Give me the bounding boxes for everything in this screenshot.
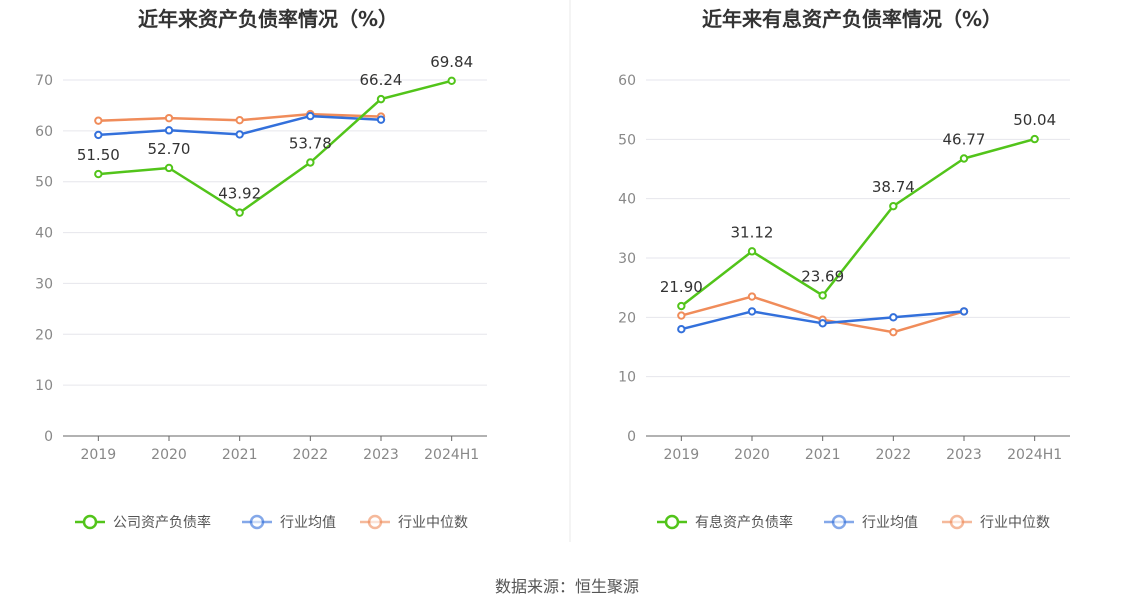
legend-label: 有息资产负债率 (695, 514, 793, 531)
y-tick-label: 70 (35, 73, 53, 89)
legend-item[interactable]: 行业均值 (242, 514, 336, 531)
data-label: 51.50 (77, 146, 120, 164)
data-point (959, 307, 969, 316)
data-point (959, 154, 969, 163)
data-label: 69.84 (430, 53, 473, 71)
data-point (677, 325, 686, 334)
legend-marker-icon (249, 514, 265, 530)
data-point (94, 130, 103, 140)
data-label: 52.70 (148, 140, 191, 158)
y-tick-label: 40 (618, 192, 636, 208)
legend-label: 行业中位数 (398, 515, 468, 531)
data-point (677, 301, 686, 311)
data-label: 21.90 (660, 278, 703, 296)
data-point (164, 126, 174, 135)
y-tick-label: 60 (35, 124, 53, 140)
data-point (235, 130, 244, 139)
data-point (164, 113, 174, 123)
y-tick-label: 50 (618, 132, 636, 148)
x-tick-label: 2022 (293, 447, 329, 463)
y-tick-label: 0 (44, 429, 53, 445)
legend-marker-icon (367, 514, 383, 530)
data-point (94, 169, 103, 179)
data-point (889, 201, 898, 211)
x-tick-label: 2020 (734, 447, 770, 463)
data-label: 66.24 (360, 71, 403, 89)
data-point (1030, 134, 1039, 144)
y-tick-label: 30 (618, 251, 636, 267)
data-source: 数据来源：恒生聚源 (495, 577, 639, 596)
legend-label: 行业均值 (280, 515, 336, 531)
data-label: 23.69 (801, 267, 844, 285)
data-point (94, 116, 103, 125)
data-point (747, 292, 757, 301)
data-label: 38.74 (872, 178, 915, 196)
legend-marker-icon (664, 514, 680, 530)
y-tick-label: 10 (618, 370, 636, 386)
data-point (889, 313, 898, 322)
data-point (818, 291, 827, 300)
y-tick-label: 20 (618, 310, 636, 326)
legend-item[interactable]: 有息资产负债率 (657, 514, 793, 531)
y-tick-label: 60 (618, 73, 636, 89)
data-point (306, 111, 315, 121)
data-point (889, 327, 898, 337)
chart-title: 近年来资产负债率情况（%） (138, 7, 398, 31)
x-tick-label: 2023 (946, 447, 982, 463)
x-tick-label: 2024H1 (424, 447, 479, 463)
legend-item[interactable]: 公司资产负债率 (75, 514, 211, 531)
series-line (98, 79, 453, 214)
data-label: 50.04 (1013, 111, 1056, 129)
data-point (376, 94, 386, 104)
data-point (235, 208, 244, 217)
data-point (306, 158, 315, 167)
data-point (164, 163, 174, 173)
data-point (747, 247, 757, 256)
y-tick-label: 0 (627, 429, 636, 445)
x-tick-label: 2019 (81, 447, 117, 463)
x-tick-label: 2019 (664, 447, 700, 463)
data-point (447, 76, 456, 86)
legend-item[interactable]: 行业中位数 (942, 514, 1050, 531)
legend-item[interactable]: 行业均值 (824, 514, 918, 531)
chart-title: 近年来有息资产负债率情况（%） (702, 7, 1002, 31)
data-label: 31.12 (731, 223, 774, 241)
y-tick-label: 50 (35, 175, 53, 191)
data-point (235, 115, 244, 125)
x-tick-label: 2021 (805, 447, 841, 463)
x-tick-label: 2022 (876, 447, 912, 463)
x-tick-label: 2021 (222, 447, 258, 463)
data-point (376, 115, 386, 124)
x-tick-label: 2023 (363, 447, 399, 463)
legend-label: 行业中位数 (980, 515, 1050, 531)
data-point (818, 319, 827, 328)
data-point (747, 307, 757, 316)
data-label: 53.78 (289, 134, 332, 152)
data-label: 46.77 (943, 130, 986, 148)
legend-marker-icon (949, 514, 965, 530)
data-label: 43.92 (218, 185, 261, 203)
legend-item[interactable]: 行业中位数 (360, 514, 468, 531)
series-line (680, 137, 1036, 308)
legend-marker-icon (831, 514, 847, 530)
y-tick-label: 40 (35, 226, 53, 242)
x-tick-label: 2020 (151, 447, 187, 463)
y-tick-label: 10 (35, 378, 53, 394)
legend-marker-icon (82, 514, 98, 530)
chart-interest-bearing-debt-ratio: 近年来有息资产负债率情况（%） 0 10 20 30 40 50 60 2019 2020 202… (618, 7, 1070, 531)
chart-debt-ratio: 近年来资产负债率情况（%） 0 10 20 30 40 50 60 70 2019 2020 202… (35, 7, 487, 531)
legend-label: 公司资产负债率 (113, 514, 211, 531)
x-tick-label: 2024H1 (1007, 447, 1062, 463)
data-point (677, 311, 686, 320)
y-tick-label: 20 (35, 327, 53, 343)
y-tick-label: 30 (35, 276, 53, 292)
legend-label: 行业均值 (862, 515, 918, 531)
